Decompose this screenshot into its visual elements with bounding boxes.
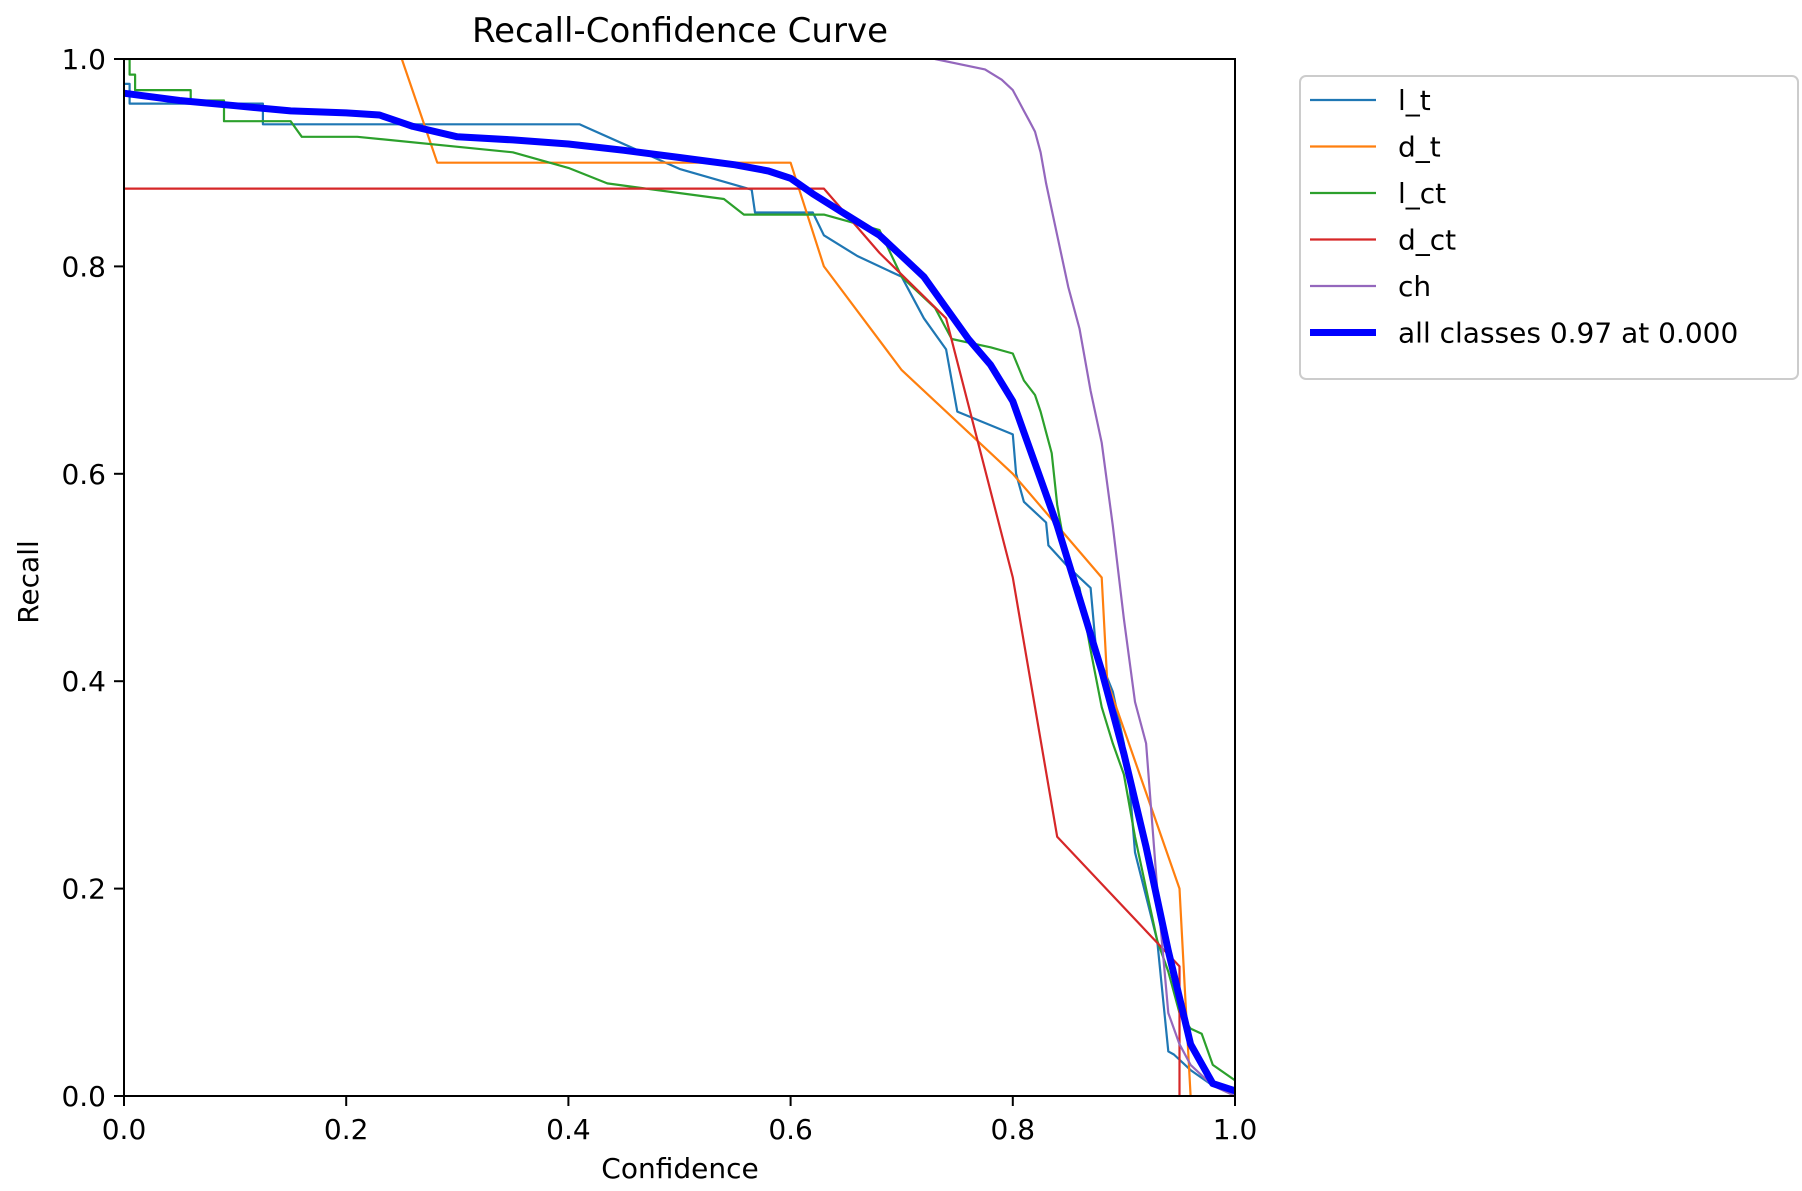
series-line-ch bbox=[933, 59, 1235, 1096]
y-tick-label: 0.2 bbox=[61, 873, 106, 906]
plot-frame bbox=[123, 58, 1236, 1097]
y-tick-label: 0.0 bbox=[61, 1080, 106, 1113]
x-tick-label: 0.4 bbox=[546, 1113, 591, 1146]
series-line-d-t bbox=[400, 59, 1192, 1096]
x-tick-label: 0.8 bbox=[991, 1113, 1036, 1146]
chart-title: Recall-Confidence Curve bbox=[472, 11, 888, 51]
x-tick-label: 0.6 bbox=[768, 1113, 813, 1146]
series-line-l-t bbox=[124, 82, 1235, 1092]
series-line-all-classes-0-97-at-0-000 bbox=[124, 89, 1235, 1095]
y-tick-label: 1.0 bbox=[61, 43, 106, 76]
y-axis-label: Recall bbox=[12, 540, 45, 624]
x-tick-label: 0.0 bbox=[102, 1113, 147, 1146]
legend-label: d_t bbox=[1398, 131, 1441, 164]
series-line-d-ct bbox=[124, 187, 1181, 1096]
x-tick-label: 1.0 bbox=[1213, 1113, 1258, 1146]
legend-label: ch bbox=[1398, 270, 1431, 303]
x-tick-label: 0.2 bbox=[324, 1113, 369, 1146]
legend-label: l_ct bbox=[1398, 177, 1446, 210]
legend-frame bbox=[1299, 75, 1799, 380]
y-tick-label: 0.6 bbox=[61, 458, 106, 491]
legend-label: d_ct bbox=[1398, 224, 1456, 257]
axis-ticks: 0.0 0.2 0.4 0.6 0.8 1.0 0.0 0.2 0.4 0.6 0.8 1.0 bbox=[61, 43, 1257, 1146]
x-axis-label: Confidence bbox=[601, 1152, 758, 1185]
legend-label: l_t bbox=[1398, 84, 1431, 117]
plot-lines bbox=[124, 59, 1235, 1096]
y-tick-label: 0.8 bbox=[61, 250, 106, 283]
y-tick-label: 0.4 bbox=[61, 665, 106, 698]
legend-label: all classes 0.97 at 0.000 bbox=[1398, 317, 1738, 350]
